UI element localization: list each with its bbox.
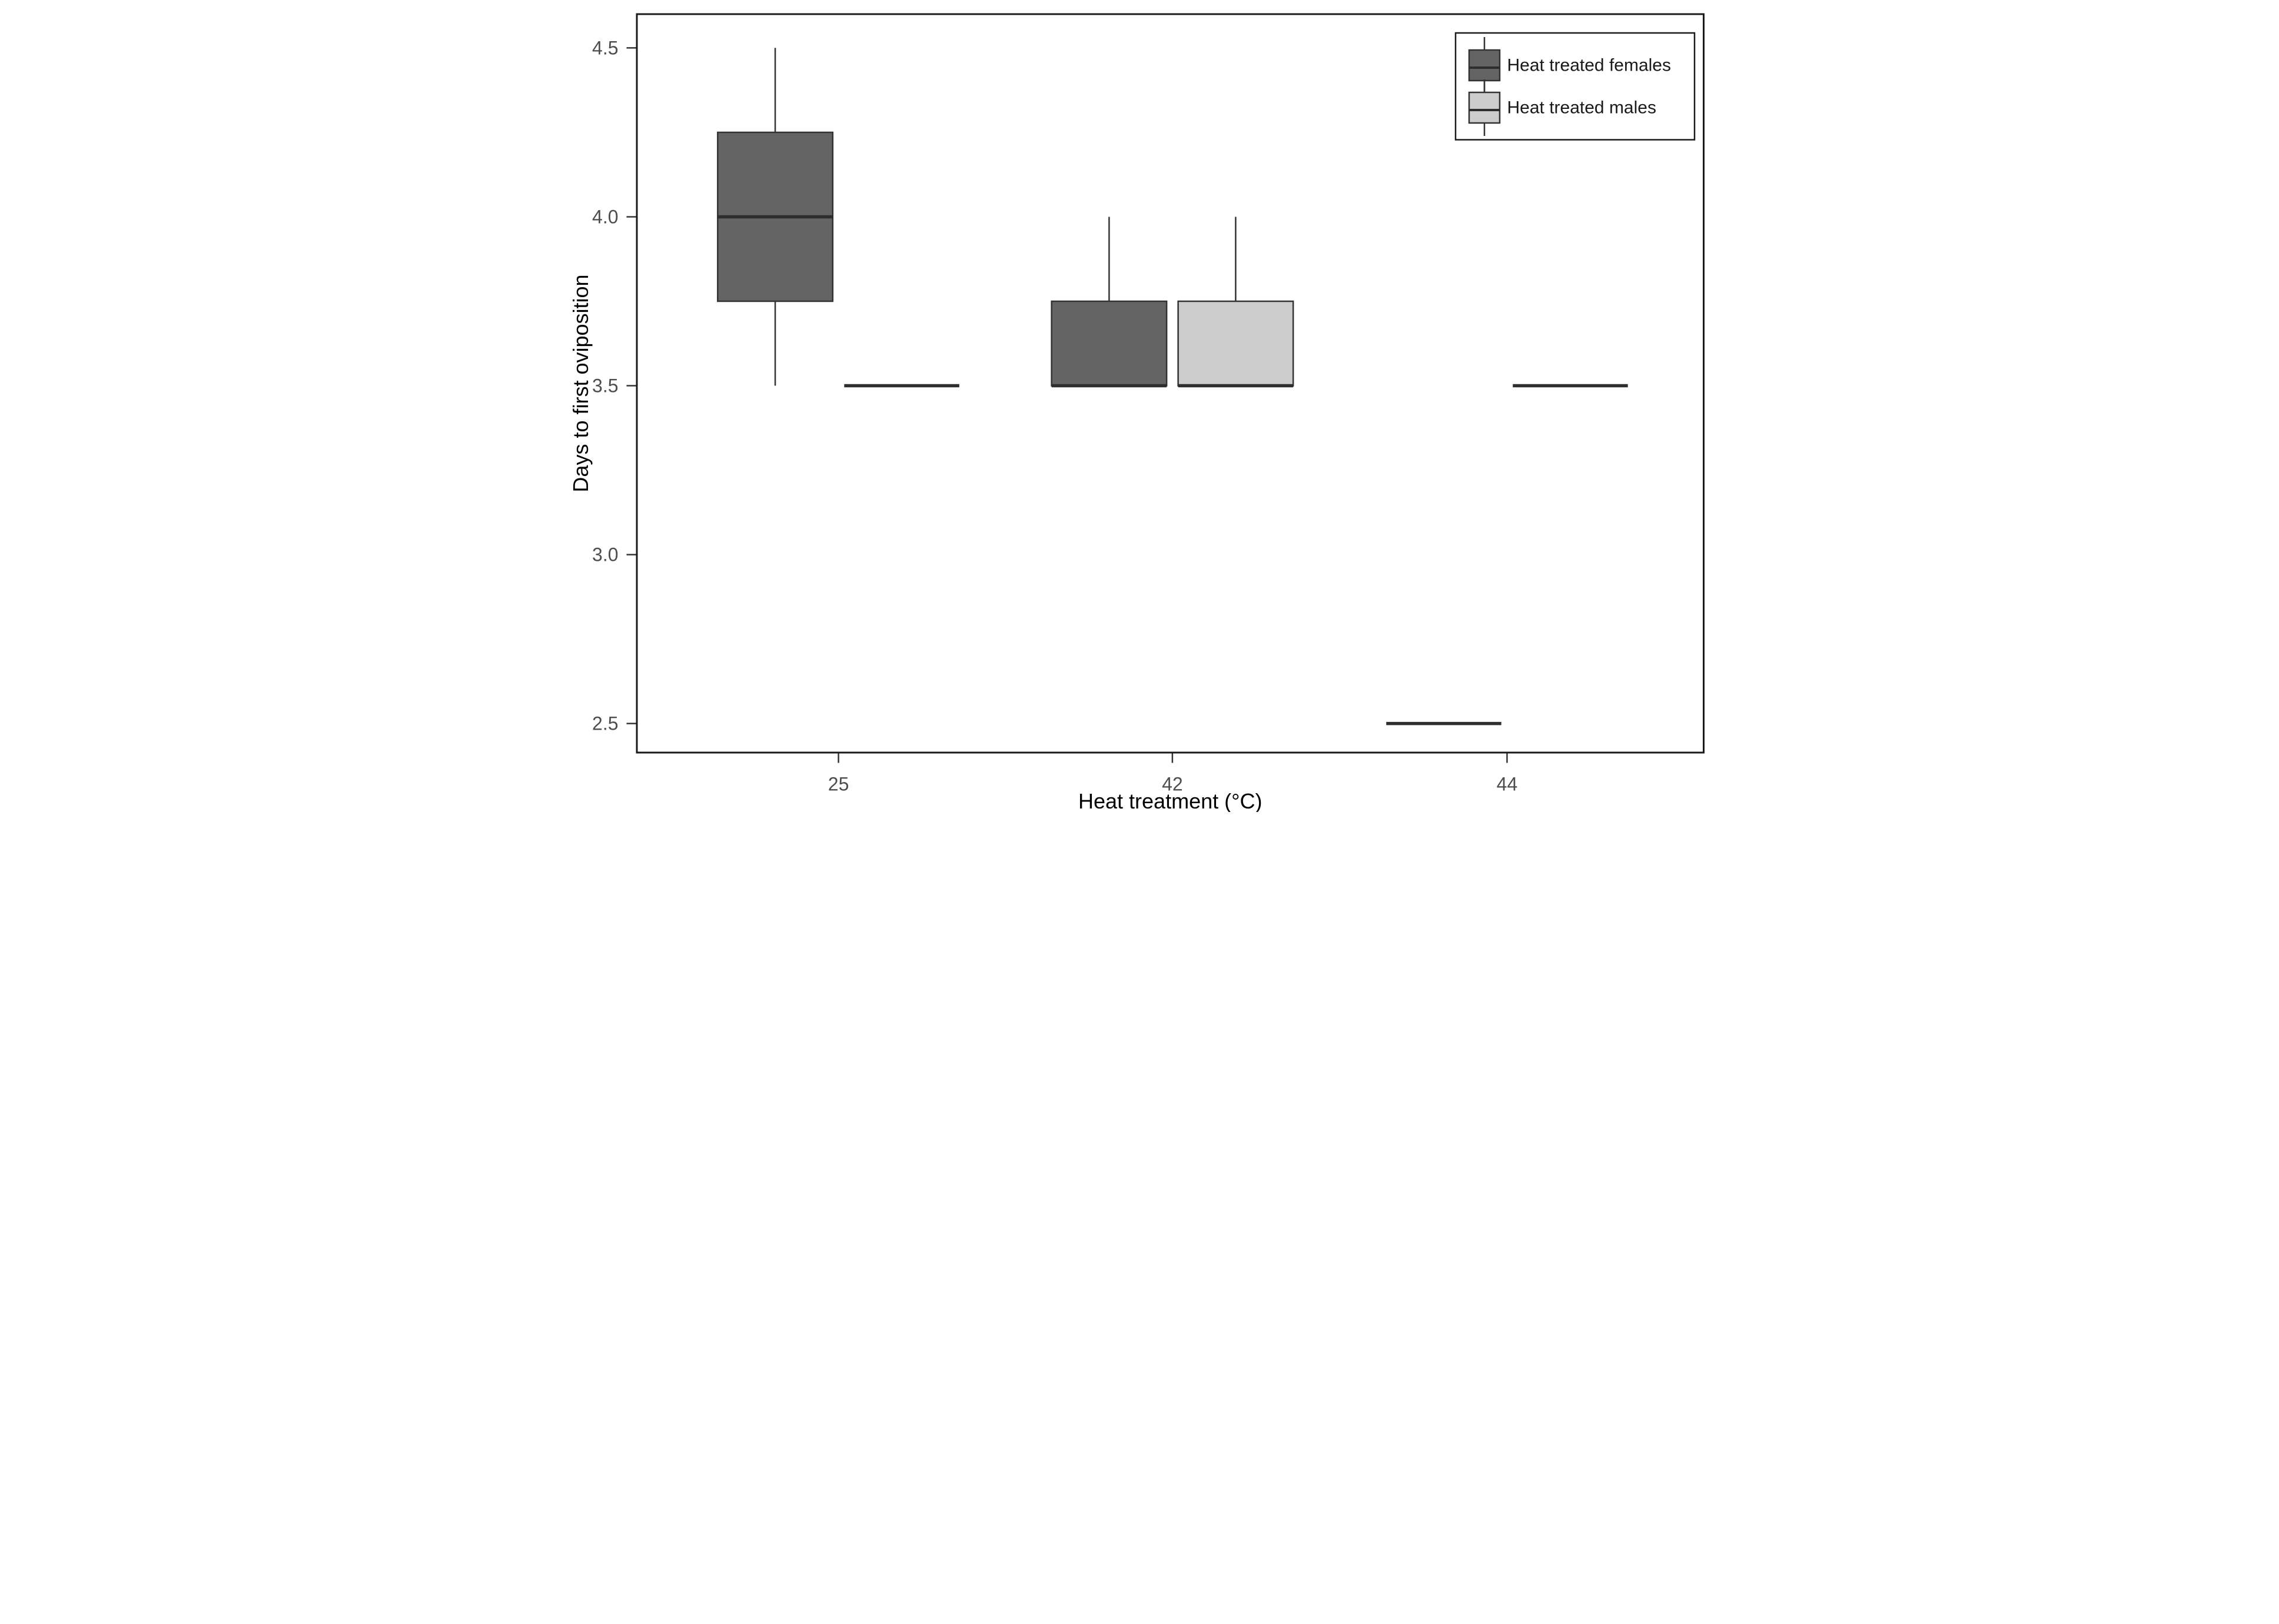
boxplot-figure: 2.5 3.0 3.5 4.0 4.5 25 42 44 Heat treatment (°C)… xyxy=(570,0,1709,812)
box-females-42 xyxy=(1051,300,1168,387)
y-tick-label: 2.5 xyxy=(592,713,618,734)
x-tick-label: 44 xyxy=(1497,774,1518,795)
y-tick-label: 3.0 xyxy=(592,544,618,565)
x-axis-title: Heat treatment (°C) xyxy=(1078,789,1263,812)
legend-label: Heat treated males xyxy=(1507,98,1656,118)
x-tick-label: 42 xyxy=(1162,774,1183,795)
box-males-42 xyxy=(1177,300,1294,387)
y-tick-label: 4.0 xyxy=(592,206,618,227)
legend-box xyxy=(1454,32,1696,141)
y-tick-label: 4.5 xyxy=(592,37,618,58)
x-tick-label: 25 xyxy=(828,774,849,795)
legend-key-box-icon xyxy=(1468,91,1501,124)
y-tick-label: 3.5 xyxy=(592,375,618,397)
y-axis-title: Days to first oviposition xyxy=(570,274,593,492)
plot-panel-border xyxy=(636,13,1705,754)
legend-label: Heat treated females xyxy=(1507,56,1671,75)
legend-key-box-icon xyxy=(1468,49,1501,82)
figure-container: 2.5 3.0 3.5 4.0 4.5 25 42 44 Heat treatment (°C)… xyxy=(570,0,1709,812)
